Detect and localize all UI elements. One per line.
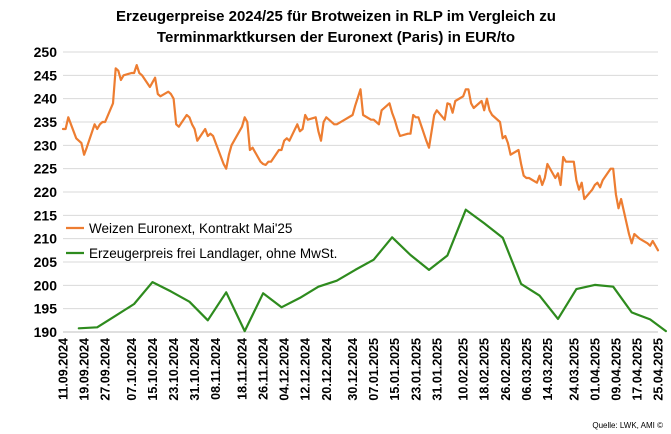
x-tick-label: 06.03.2025 (520, 338, 534, 401)
y-tick-label: 190 (34, 324, 58, 340)
x-tick-label: 15.10.2024 (146, 338, 160, 401)
x-tick-label: 24.03.2025 (567, 338, 581, 401)
y-tick-label: 245 (34, 67, 58, 83)
x-tick-label: 17.04.2025 (630, 338, 644, 401)
x-tick-label: 25.04.2025 (652, 338, 666, 401)
x-tick-label: 07.10.2024 (125, 338, 139, 401)
y-tick-label: 205 (34, 254, 58, 270)
x-tick-label: 20.12.2024 (320, 338, 334, 401)
x-tick-label: 15.01.2025 (388, 338, 402, 401)
gridlines (63, 51, 658, 333)
series-lines (61, 63, 668, 333)
x-axis-ticks: 11.09.2024 19.09.2024 27.09.2024 07.10.2024… (57, 338, 666, 401)
x-tick-label: 19.09.2024 (78, 338, 92, 401)
x-tick-label: 23.10.2024 (167, 338, 181, 401)
y-tick-label: 195 (34, 301, 58, 317)
x-tick-label: 18.02.2025 (478, 338, 492, 401)
x-tick-label: 26.11.2024 (257, 338, 271, 400)
y-axis-ticks: 190 195 200 205 210 215 220 225 230 235 240 245 250 (34, 44, 58, 340)
chart-title-line-1: Erzeugerpreise 2024/25 für Brotweizen in… (116, 8, 556, 25)
chart-title-line-2: Terminmarktkursen der Euronext (Paris) i… (157, 29, 515, 46)
x-tick-label: 30.12.2024 (346, 338, 360, 401)
y-tick-label: 200 (34, 277, 58, 293)
x-tick-label: 14.03.2025 (541, 338, 555, 401)
x-tick-label: 26.02.2025 (499, 338, 513, 401)
x-tick-label: 31.01.2025 (430, 338, 444, 401)
y-tick-label: 235 (34, 114, 58, 130)
x-tick-label: 11.09.2024 (57, 338, 71, 400)
source-note: Quelle: LWK, AMI © (592, 421, 663, 430)
y-tick-label: 240 (34, 91, 58, 107)
y-tick-label: 210 (34, 231, 58, 247)
x-tick-label: 23.01.2025 (409, 338, 423, 401)
x-tick-label: 18.11.2024 (236, 338, 250, 400)
y-tick-label: 220 (34, 184, 58, 200)
x-tick-label: 08.11.2024 (209, 338, 223, 400)
y-tick-label: 225 (34, 161, 58, 177)
series-line-1 (77, 208, 668, 333)
x-tick-label: 04.12.2024 (278, 338, 292, 401)
legend-label-euronext: Weizen Euronext, Kontrakt Mai'25 (89, 221, 292, 236)
x-tick-label: 09.04.2025 (609, 338, 623, 401)
y-tick-label: 230 (34, 137, 58, 153)
x-tick-label: 01.04.2025 (588, 338, 602, 401)
legend: Weizen Euronext, Kontrakt Mai'25 Erzeuge… (66, 221, 337, 261)
x-tick-label: 12.12.2024 (299, 338, 313, 401)
x-tick-label: 07.01.2025 (367, 338, 381, 401)
legend-label-erzeugerpreis: Erzeugerpreis frei Landlager, ohne MwSt. (89, 246, 337, 261)
x-tick-label: 27.09.2024 (99, 338, 113, 401)
y-tick-label: 215 (34, 207, 58, 223)
y-tick-label: 250 (34, 44, 58, 60)
x-tick-label: 31.10.2024 (188, 338, 202, 401)
x-tick-label: 10.02.2025 (457, 338, 471, 401)
series-line-0 (61, 63, 660, 252)
